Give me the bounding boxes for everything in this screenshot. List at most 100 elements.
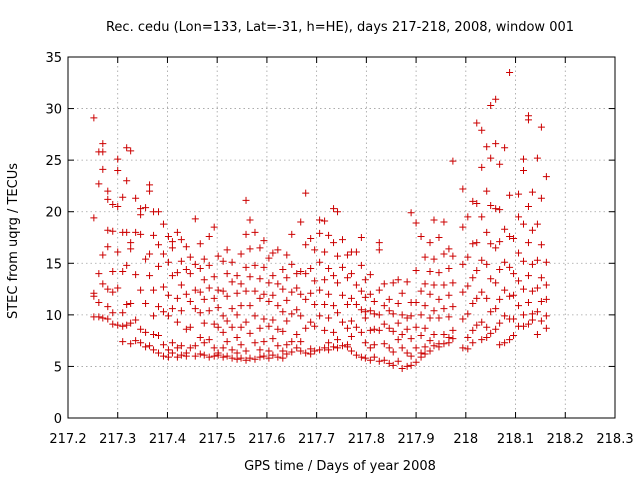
x-tick-label: 217.3 xyxy=(99,432,136,447)
data-point xyxy=(366,271,374,279)
data-point xyxy=(542,324,550,332)
data-point xyxy=(311,322,319,330)
data-point xyxy=(321,217,329,225)
data-point xyxy=(205,232,213,240)
data-point xyxy=(440,250,448,258)
data-point xyxy=(279,354,287,362)
data-point xyxy=(533,308,541,316)
data-point xyxy=(380,356,388,364)
data-point xyxy=(311,301,319,309)
data-point xyxy=(307,350,315,358)
data-point xyxy=(104,315,112,323)
y-tick-label: 20 xyxy=(45,206,62,221)
data-point xyxy=(515,249,523,257)
data-point xyxy=(246,245,254,253)
data-point xyxy=(200,295,208,303)
data-point xyxy=(219,287,227,295)
data-point xyxy=(325,264,333,272)
data-point xyxy=(533,154,541,162)
data-point xyxy=(182,243,190,251)
data-point xyxy=(375,286,383,294)
data-point xyxy=(357,353,365,361)
data-point xyxy=(524,298,532,306)
data-point xyxy=(398,289,406,297)
y-axis-label: STEC from uqrg / TECUs xyxy=(6,163,21,319)
data-point xyxy=(168,244,176,252)
data-point xyxy=(223,317,231,325)
data-point xyxy=(357,287,365,295)
data-point xyxy=(173,269,181,277)
data-point xyxy=(114,203,122,211)
data-point xyxy=(251,287,259,295)
data-point xyxy=(219,353,227,361)
data-point xyxy=(316,346,324,354)
data-point xyxy=(177,281,185,289)
data-point xyxy=(191,215,199,223)
x-tick-label: 217.4 xyxy=(149,432,186,447)
data-point xyxy=(520,220,528,228)
data-point xyxy=(279,347,287,355)
data-point xyxy=(265,347,273,355)
data-point xyxy=(496,238,504,246)
data-point xyxy=(483,334,491,342)
data-point xyxy=(119,193,127,201)
data-point xyxy=(459,185,467,193)
data-point xyxy=(200,319,208,327)
data-point xyxy=(260,263,268,271)
data-point xyxy=(398,364,406,372)
data-point xyxy=(242,263,250,271)
data-point xyxy=(343,274,351,282)
data-point xyxy=(496,295,504,303)
data-point xyxy=(330,328,338,336)
data-point xyxy=(196,334,204,342)
data-point xyxy=(99,280,107,288)
data-point xyxy=(520,322,528,330)
data-point xyxy=(123,177,131,185)
data-point xyxy=(269,272,277,280)
data-point xyxy=(325,314,333,322)
data-point xyxy=(173,318,181,326)
data-point xyxy=(293,330,301,338)
data-point xyxy=(370,353,378,361)
data-point xyxy=(542,281,550,289)
data-point xyxy=(260,290,268,298)
data-point xyxy=(520,257,528,265)
data-point xyxy=(307,289,315,297)
y-tick-label: 25 xyxy=(45,154,62,169)
data-point xyxy=(435,343,443,351)
data-point xyxy=(246,302,254,310)
data-point xyxy=(228,354,236,362)
data-point xyxy=(274,280,282,288)
data-point xyxy=(159,250,167,258)
data-point xyxy=(297,347,305,355)
data-point xyxy=(343,343,351,351)
data-point xyxy=(464,334,472,342)
data-point xyxy=(302,324,310,332)
x-axis-label: GPS time / Days of year 2008 xyxy=(244,459,436,474)
data-point xyxy=(487,308,495,316)
data-point xyxy=(168,339,176,347)
data-point xyxy=(483,323,491,331)
data-point xyxy=(159,283,167,291)
data-point xyxy=(109,268,117,276)
data-point xyxy=(403,314,411,322)
data-point xyxy=(307,264,315,272)
data-point xyxy=(109,200,117,208)
data-point xyxy=(146,181,154,189)
data-point xyxy=(464,345,472,353)
data-point xyxy=(155,262,163,270)
data-point xyxy=(219,328,227,336)
data-point xyxy=(473,119,481,127)
data-point xyxy=(297,218,305,226)
data-point xyxy=(242,196,250,204)
data-point xyxy=(426,347,434,355)
data-point xyxy=(380,302,388,310)
data-point xyxy=(528,188,536,196)
data-point xyxy=(334,336,342,344)
data-point xyxy=(334,279,342,287)
data-point xyxy=(256,275,264,283)
data-point xyxy=(99,314,107,322)
data-point xyxy=(515,190,523,198)
data-point xyxy=(412,219,420,227)
data-point xyxy=(321,248,329,256)
